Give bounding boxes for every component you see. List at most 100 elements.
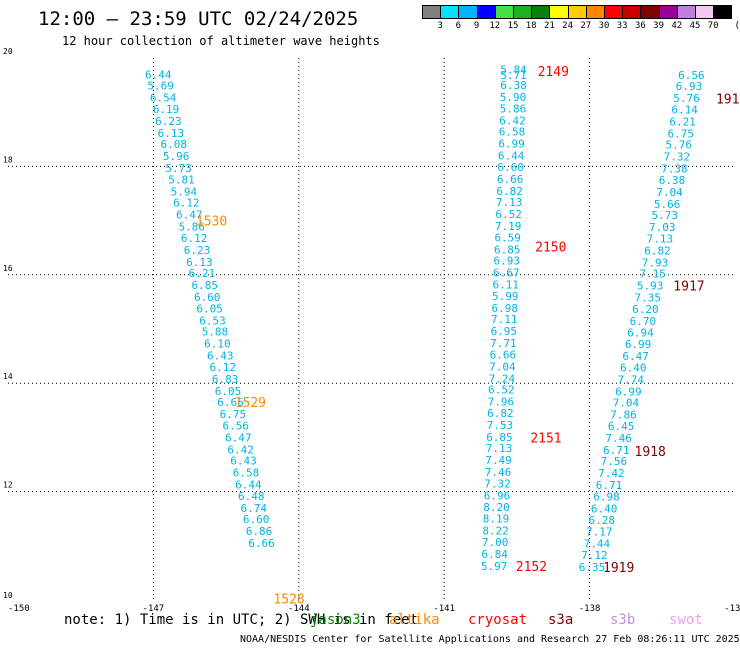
footer-note: note: 1) Time is in UTC; 2) SWH is in fe… xyxy=(64,612,419,628)
swh-label: 6.60 xyxy=(194,291,221,304)
page-title: 12:00 – 23:59 UTC 02/24/2025 xyxy=(38,8,359,30)
color-legend-label: 3 xyxy=(437,21,443,31)
color-legend-label: 24 xyxy=(562,21,574,31)
swh-label: 6.98 xyxy=(492,302,519,315)
y-tick-label: 10 xyxy=(3,591,13,600)
swh-label: 6.52 xyxy=(488,384,515,397)
swh-label: 6.99 xyxy=(625,338,652,351)
swh-label: 6.85 xyxy=(486,431,513,444)
x-tick-label: -144 xyxy=(288,604,310,614)
swh-label: 7.32 xyxy=(664,151,691,164)
swh-label: 6.58 xyxy=(233,467,260,480)
swh-label: 6.44 xyxy=(145,68,172,81)
swh-label: 6.11 xyxy=(493,279,520,292)
swh-label: 6.43 xyxy=(207,350,234,363)
time-label: 2151 xyxy=(530,431,561,446)
swh-label: 5.81 xyxy=(168,173,195,186)
swh-label: 6.52 xyxy=(495,208,522,221)
swh-label: 6.48 xyxy=(238,490,265,503)
swh-label: 5.86 xyxy=(178,221,205,234)
swh-label: 6.28 xyxy=(588,514,615,527)
swh-label: 6.70 xyxy=(630,315,657,328)
swh-label: 6.10 xyxy=(204,338,231,351)
swh-label: 6.82 xyxy=(496,185,523,198)
x-tick-label: -150 xyxy=(8,604,30,614)
swh-label: 6.45 xyxy=(608,420,635,433)
swh-label: 6.96 xyxy=(484,489,511,502)
swh-label: 5.73 xyxy=(165,162,192,175)
swh-label: 5.66 xyxy=(654,198,681,211)
color-legend-label: 30 xyxy=(598,21,610,31)
swh-label: 7.56 xyxy=(601,455,628,468)
swh-label: 6.85 xyxy=(494,243,521,256)
swh-label: 7.46 xyxy=(485,466,512,479)
swh-label: 6.44 xyxy=(235,479,262,492)
color-legend-label: 15 xyxy=(507,21,519,31)
swh-label: 6.23 xyxy=(184,244,211,257)
swh-label: 6.05 xyxy=(196,302,223,315)
color-legend-label: 9 xyxy=(473,21,480,31)
time-label: 191 xyxy=(716,93,739,108)
color-legend-label: 70 xyxy=(707,21,719,31)
swh-label: 6.12 xyxy=(181,232,208,245)
swh-label: 6.12 xyxy=(173,197,200,210)
swh-label: 6.60 xyxy=(497,161,524,174)
swh-label: 8.20 xyxy=(483,501,510,514)
swh-label: 6.86 xyxy=(246,525,273,538)
swh-label: 5.88 xyxy=(202,326,229,339)
swh-label: 6.47 xyxy=(225,431,252,444)
swh-label: 6.38 xyxy=(659,174,686,187)
swh-label: 5.96 xyxy=(163,150,190,163)
swh-label: 6.71 xyxy=(596,479,623,492)
swh-label: 6.47 xyxy=(622,350,649,363)
color-legend-label: 33 xyxy=(616,21,628,31)
swh-label: 7.13 xyxy=(486,442,513,455)
swh-label: 7.17 xyxy=(586,526,613,539)
swh-label: 6.99 xyxy=(498,138,525,151)
x-tick-label: -141 xyxy=(433,604,455,614)
page-subtitle: 12 hour collection of altimeter wave hei… xyxy=(62,34,380,48)
swh-label: 6.54 xyxy=(150,92,177,105)
swh-label: 6.67 xyxy=(493,267,520,280)
swh-label: 7.19 xyxy=(495,220,522,233)
swh-label: 5.93 xyxy=(637,280,664,293)
swh-label: 6.83 xyxy=(212,373,239,386)
time-label: 1529 xyxy=(235,396,266,411)
swh-label: 6.75 xyxy=(220,408,247,421)
swh-label: 6.47 xyxy=(176,209,203,222)
satellite-legend-item: s3b xyxy=(610,612,636,628)
swh-label: 7.46 xyxy=(605,432,632,445)
swh-label: 6.94 xyxy=(627,326,654,339)
swh-label: 6.42 xyxy=(227,443,254,456)
satellite-legend-item: swot xyxy=(669,612,703,628)
swh-label: 7.04 xyxy=(489,360,516,373)
x-tick-label: -147 xyxy=(143,604,165,614)
swh-label: 7.13 xyxy=(496,196,523,209)
swh-label: 7.15 xyxy=(639,268,666,281)
swh-label: 5.76 xyxy=(673,92,700,105)
satellite-legend-item: altika xyxy=(389,612,440,628)
swh-label: 6.58 xyxy=(499,126,526,139)
swh-label: 7.93 xyxy=(642,256,669,269)
swh-label: 7.86 xyxy=(610,409,637,422)
swh-label: 6.82 xyxy=(644,244,671,257)
swh-label: 6.82 xyxy=(487,407,514,420)
swh-label: 6.38 xyxy=(500,79,527,92)
swh-label: 6.40 xyxy=(591,502,618,515)
swh-label: 6.20 xyxy=(632,303,659,316)
swh-label: 6.13 xyxy=(158,127,185,140)
swh-label: 7.24 xyxy=(489,372,516,385)
color-legend-label: 6 xyxy=(455,21,462,31)
time-label: 2150 xyxy=(535,241,566,256)
swh-label: 7.38 xyxy=(661,163,688,176)
swh-label: 6.05 xyxy=(215,385,242,398)
swh-label: 7.12 xyxy=(581,549,608,562)
satellite-legend-item: cryosat xyxy=(468,612,528,628)
swh-label: 6.56 xyxy=(678,69,705,82)
swh-label: 7.49 xyxy=(485,454,512,467)
swh-label: 5.90 xyxy=(500,91,527,104)
swh-label: 6.93 xyxy=(493,255,520,268)
swh-label: 5.76 xyxy=(666,139,693,152)
